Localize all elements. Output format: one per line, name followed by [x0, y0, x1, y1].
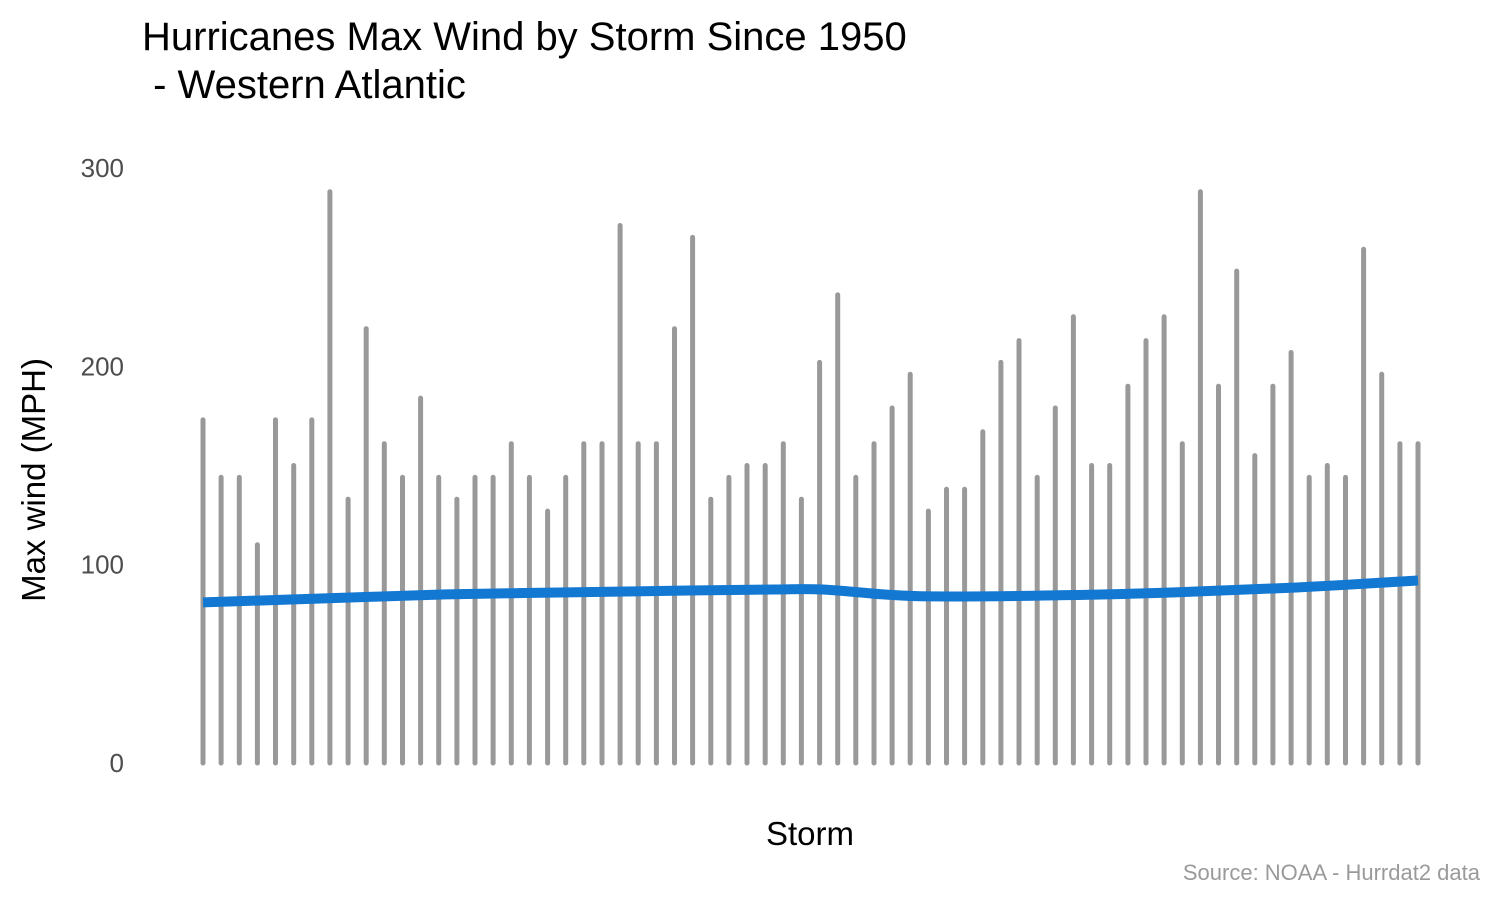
x-axis-label: Storm — [766, 815, 854, 852]
y-axis-label: Max wind (MPH) — [15, 358, 52, 602]
chart-title-line-1: Hurricanes Max Wind by Storm Since 1950 — [142, 15, 907, 59]
y-tick-label: 100 — [81, 550, 124, 580]
bars — [200, 189, 1421, 766]
y-tick-label: 200 — [81, 351, 124, 381]
chart-caption: Source: NOAA - Hurrdat2 data — [1182, 860, 1480, 885]
y-tick-label: 0 — [110, 748, 124, 778]
y-axis-ticks: 0 100 200 300 — [81, 153, 124, 778]
trend-line — [202, 575, 1419, 608]
y-tick-label: 300 — [81, 153, 124, 183]
chart-title-line-2: - Western Atlantic — [142, 63, 466, 107]
